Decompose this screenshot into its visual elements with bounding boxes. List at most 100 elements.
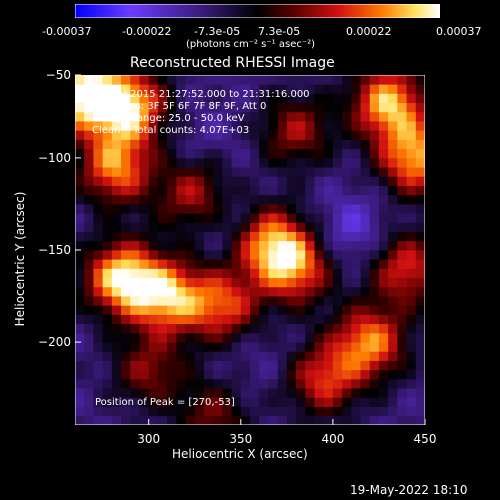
heatmap-cell: [268, 203, 279, 214]
heatmap-cell: [250, 406, 260, 417]
annotation-energy-range: Energy Range: 25.0 - 50.0 keV: [92, 113, 245, 124]
heatmap-cell: [157, 286, 168, 297]
heatmap-cell: [203, 277, 214, 288]
heatmap-cell: [111, 388, 122, 398]
heatmap-cell: [176, 139, 186, 150]
heatmap-cell: [369, 369, 380, 380]
heatmap-cell: [332, 84, 343, 94]
heatmap-cell: [323, 332, 334, 343]
heatmap-cell: [148, 268, 159, 279]
heatmap-cell: [286, 213, 297, 223]
heatmap-cell: [305, 378, 315, 389]
heatmap-cell: [268, 323, 279, 334]
heatmap-cell: [203, 360, 214, 371]
heatmap-cell: [75, 277, 85, 288]
heatmap-cell: [130, 305, 140, 315]
heatmap-cell: [130, 231, 140, 242]
heatmap-cell: [111, 342, 122, 352]
heatmap-cell: [323, 250, 334, 260]
heatmap-cell: [203, 332, 214, 343]
heatmap-cell: [342, 203, 352, 214]
heatmap-cell: [93, 213, 104, 223]
heatmap-cell: [121, 415, 131, 425]
heatmap-cell: [397, 167, 407, 177]
heatmap-cell: [277, 213, 288, 223]
heatmap-cell: [121, 121, 131, 131]
heatmap-cell: [378, 148, 389, 159]
heatmap-cell: [93, 240, 104, 251]
heatmap-cell: [157, 148, 168, 159]
heatmap-cell: [240, 250, 251, 260]
heatmap-cell: [332, 415, 343, 425]
heatmap-cell: [323, 360, 334, 371]
heatmap-cell: [111, 222, 122, 232]
heatmap-cell: [93, 203, 104, 214]
heatmap-cell: [268, 388, 279, 398]
heatmap-cell: [314, 240, 325, 251]
heatmap-cell: [75, 342, 85, 352]
heatmap-cell: [231, 203, 242, 214]
heatmap-cell: [268, 111, 279, 122]
heatmap-cell: [102, 369, 113, 380]
heatmap-cell: [305, 148, 315, 159]
heatmap-cell: [167, 268, 177, 279]
heatmap-cell: [397, 314, 407, 325]
heatmap-cell: [240, 167, 251, 177]
heatmap-cell: [222, 415, 232, 425]
heatmap-cell: [185, 351, 196, 361]
heatmap-cell: [222, 93, 232, 104]
heatmap-cell: [222, 157, 232, 168]
heatmap-cell: [148, 167, 159, 177]
heatmap-cell: [323, 185, 334, 196]
heatmap-cell: [268, 305, 279, 315]
heatmap-cell: [93, 296, 104, 306]
heatmap-cell: [388, 84, 398, 94]
heatmap-cell: [93, 323, 104, 334]
heatmap-cell: [111, 305, 122, 315]
heatmap-cell: [185, 286, 196, 297]
heatmap-cell: [323, 139, 334, 150]
heatmap-cell: [157, 277, 168, 288]
heatmap-cell: [369, 268, 380, 279]
heatmap-cell: [342, 231, 352, 242]
heatmap-cell: [268, 351, 279, 361]
heatmap-cell: [378, 268, 389, 279]
heatmap-cell: [378, 139, 389, 150]
heatmap-cell: [167, 75, 177, 85]
heatmap-cell: [84, 84, 94, 94]
heatmap-cell: [296, 185, 306, 196]
heatmap-cell: [75, 213, 85, 223]
heatmap-cell: [240, 286, 251, 297]
heatmap-cell: [185, 185, 196, 196]
heatmap-cell: [222, 277, 232, 288]
heatmap-cell: [139, 176, 150, 186]
heatmap-cell: [342, 176, 352, 186]
heatmap-cell: [176, 75, 186, 85]
heatmap-cell: [167, 378, 177, 389]
heatmap-cell: [259, 305, 269, 315]
heatmap-cell: [222, 75, 232, 85]
heatmap-cell: [360, 130, 371, 140]
heatmap-cell: [314, 75, 325, 85]
heatmap-cell: [259, 231, 269, 242]
heatmap-cell: [397, 111, 407, 122]
heatmap-cell: [93, 369, 104, 380]
heatmap-cell: [176, 378, 186, 389]
heatmap-cell: [203, 222, 214, 232]
heatmap-cell: [378, 93, 389, 104]
heatmap-cell: [102, 415, 113, 425]
heatmap-cell: [332, 139, 343, 150]
heatmap-cell: [268, 277, 279, 288]
heatmap-cell: [121, 148, 131, 159]
heatmap-cell: [139, 369, 150, 380]
colorbar-tick-label: -0.00037: [42, 25, 92, 38]
heatmap-cell: [231, 75, 242, 85]
heatmap-cell: [286, 415, 297, 425]
heatmap-cell: [222, 388, 232, 398]
heatmap-cell: [121, 397, 131, 407]
heatmap-cell: [194, 296, 205, 306]
heatmap-cell: [406, 351, 417, 361]
heatmap-cell: [360, 397, 371, 407]
heatmap-cell: [351, 167, 361, 177]
heatmap-cell: [351, 286, 361, 297]
